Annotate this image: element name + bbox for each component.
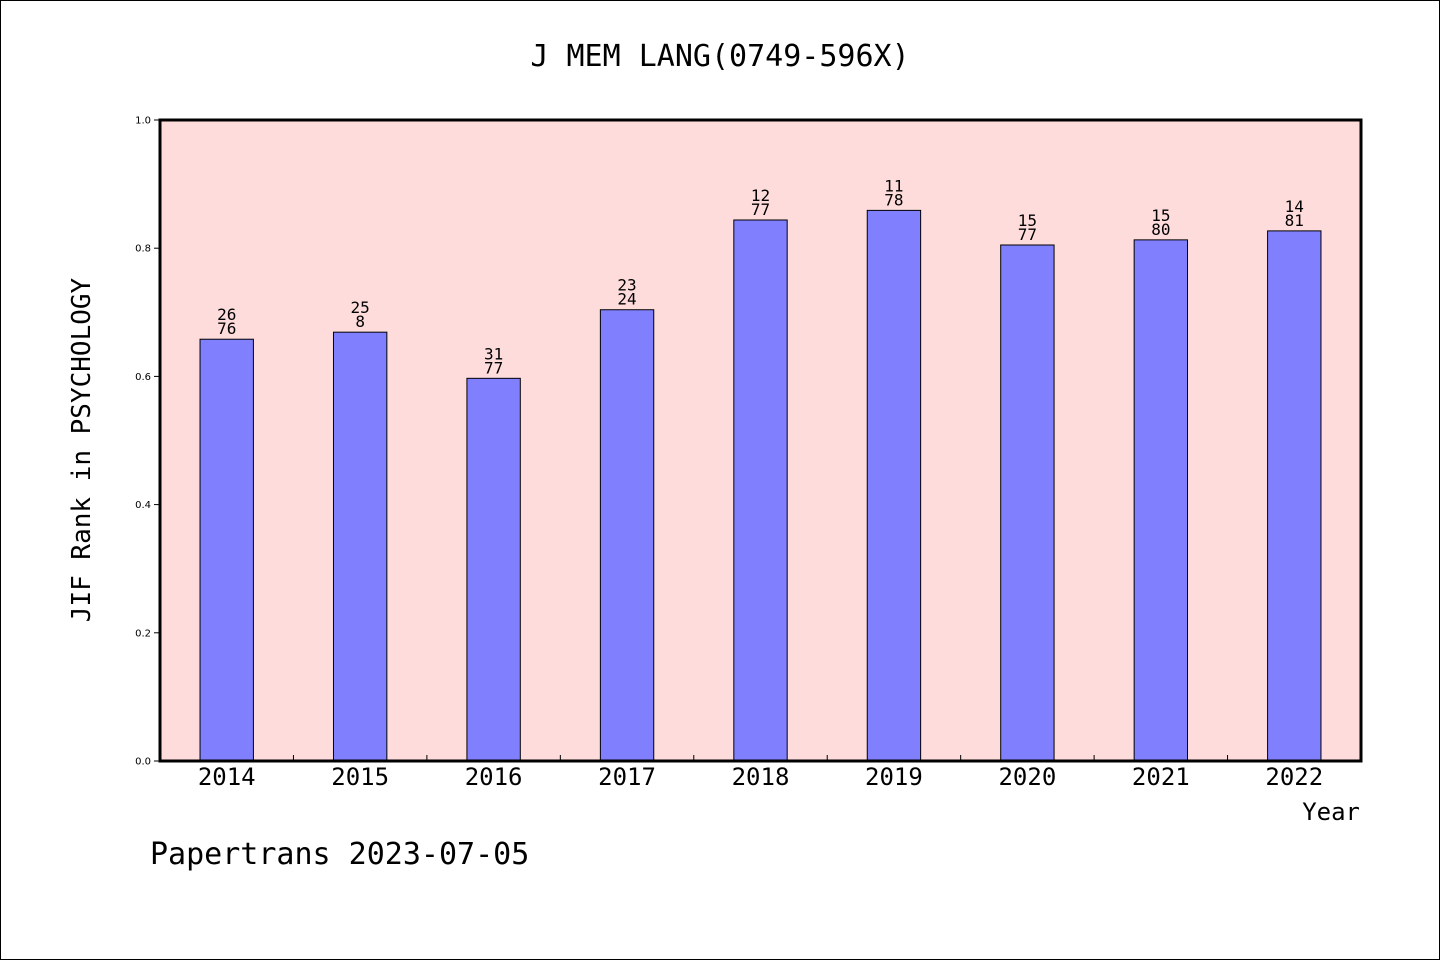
x-tick-label-2021: 2021 [1132, 763, 1190, 791]
data-label-bottom-2018: 77 [751, 200, 770, 219]
bar-2021 [1133, 239, 1189, 762]
x-axis-ticks: 2014 2015 2016 2017 2018 2019 2020 2021 2022 [198, 755, 1323, 791]
y-tick-label: 0.2 [135, 628, 151, 639]
data-label-top-2022: 14 [1285, 197, 1304, 216]
data-label-bottom-2016: 77 [484, 358, 503, 377]
x-tick-label-2020: 2020 [998, 763, 1056, 791]
data-label-bottom-2019: 78 [884, 190, 903, 209]
x-tick-label-2015: 2015 [331, 763, 389, 791]
data-label-bottom-2014: 76 [217, 319, 236, 338]
y-axis-ticks: 0.0 0.2 0.4 0.6 0.8 1.0 [135, 116, 160, 768]
bar-2022 [1267, 230, 1322, 762]
y-tick-label: 1.0 [135, 116, 151, 127]
data-label-top-2014: 26 [217, 305, 236, 324]
bar-2018 [733, 219, 788, 762]
bar-2019 [866, 209, 922, 762]
bar-2014 [199, 338, 254, 762]
data-label-bottom-2020: 77 [1018, 225, 1037, 244]
bar-2016 [466, 377, 521, 762]
x-tick-label-2014: 2014 [198, 763, 256, 791]
chart-title: J MEM LANG(0749-596X) [530, 39, 909, 74]
x-tick-label-2022: 2022 [1265, 763, 1323, 791]
bars-group [199, 209, 1322, 762]
data-label-top-2019: 11 [884, 176, 903, 195]
y-tick-label: 0.0 [135, 757, 151, 768]
data-label-top-2021: 15 [1151, 206, 1170, 225]
plot-border [158, 118, 1363, 763]
data-label-top-2016: 31 [484, 344, 503, 363]
bar-2015 [332, 331, 388, 762]
data-label-bottom-2022: 81 [1285, 211, 1304, 230]
data-label-top-2015: 25 [351, 298, 370, 317]
x-tick-label-2016: 2016 [465, 763, 523, 791]
data-label-top-2020: 15 [1018, 211, 1037, 230]
data-label-bottom-2015: 8 [355, 312, 365, 331]
data-label-bottom-2021: 80 [1151, 220, 1170, 239]
bar-2017 [599, 309, 655, 762]
x-tick-label-2017: 2017 [598, 763, 656, 791]
x-tick-label-2019: 2019 [865, 763, 923, 791]
x-axis-label: Year [1302, 798, 1360, 826]
data-label-bottom-2017: 24 [617, 290, 636, 309]
bar-2020 [1000, 244, 1055, 762]
y-tick-label: 0.6 [135, 372, 151, 383]
y-tick-label: 0.4 [135, 500, 151, 511]
footer-text: Papertrans 2023-07-05 [150, 837, 529, 872]
y-tick-label: 0.8 [135, 244, 151, 255]
x-tick-label-2018: 2018 [732, 763, 790, 791]
data-label-top-2017: 23 [617, 276, 636, 295]
data-label-top-2018: 12 [751, 186, 770, 205]
y-axis-label: JIF Rank in PSYCHOLOGY [67, 277, 97, 622]
